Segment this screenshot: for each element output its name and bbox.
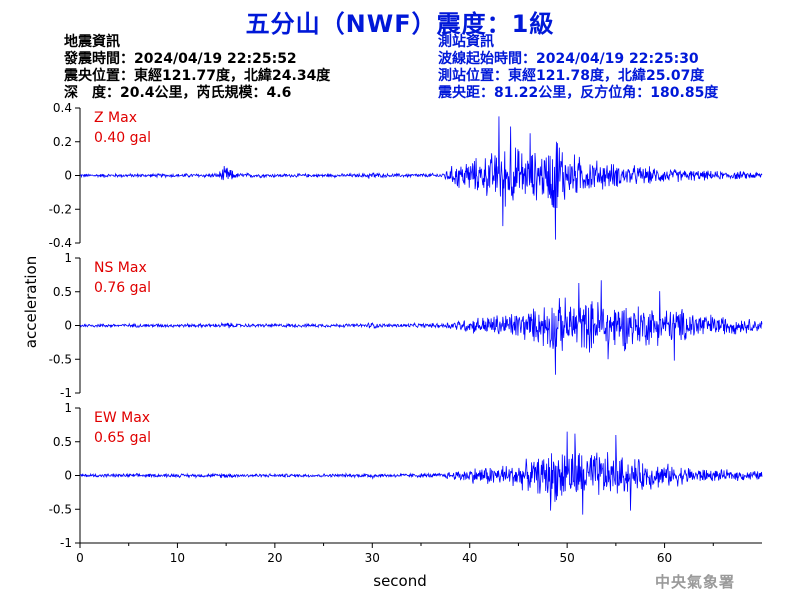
max-value-ew: 0.65 gal [94,430,151,446]
y-tick-label-ew: 0.5 [53,435,72,449]
station-info-heading: 測站資訊 [438,34,494,50]
y-tick-label-z: -0.2 [49,202,72,216]
waveform-z [79,116,763,240]
max-label-ns: NS Max [94,260,147,276]
waveform-ns [79,280,763,375]
y-tick-label-ew: 0 [64,469,72,483]
max-value-z: 0.40 gal [94,130,151,146]
x-tick-label: 20 [267,551,282,565]
y-tick-label-ns: 1 [64,251,72,265]
y-tick-label-z: -0.4 [49,236,72,250]
y-tick-label-z: 0.2 [53,135,72,149]
max-label-ew: EW Max [94,410,150,426]
x-tick-label: 30 [365,551,380,565]
station-location: 測站位置：東經121.78度，北緯25.07度 [438,68,705,84]
y-tick-label-ns: 0 [64,319,72,333]
depth-magnitude: 深 度：20.4公里，芮氏規模：4.6 [64,85,292,101]
y-tick-label-z: 0.4 [53,101,72,115]
y-axis-label: acceleration [22,256,40,348]
distance-azimuth: 震央距：81.22公里，反方位角：180.85度 [438,85,719,101]
chart-title: 五分山（NWF）震度：1級 [245,10,555,38]
y-tick-label-z: 0 [64,169,72,183]
x-axis-label: second [373,572,427,590]
max-label-z: Z Max [94,110,137,126]
epicenter-location: 震央位置：東經121.77度，北緯24.34度 [64,68,331,84]
y-tick-label-ns: 0.5 [53,285,72,299]
wave-start-time: 波線起始時間：2024/04/19 22:25:30 [438,51,699,67]
y-tick-label-ns: -0.5 [49,352,72,366]
x-tick-label: 50 [560,551,575,565]
y-tick-label-ew: 1 [64,401,72,415]
x-tick-label: 0 [76,551,84,565]
agency-watermark: 中央氣象署 [655,573,736,591]
waveform-ew [79,431,763,515]
y-tick-label-ew: -0.5 [49,502,72,516]
max-value-ns: 0.76 gal [94,280,151,296]
x-tick-label: 10 [170,551,185,565]
x-tick-label: 60 [657,551,672,565]
earthquake-info: 地震資訊 發震時間：2024/04/19 22:25:52 震央位置：東經121… [64,34,330,102]
origin-time: 發震時間：2024/04/19 22:25:52 [64,51,297,67]
x-tick-label: 40 [462,551,477,565]
y-tick-label-ew: -1 [60,536,72,550]
earthquake-info-heading: 地震資訊 [64,34,120,50]
y-tick-label-ns: -1 [60,386,72,400]
station-info: 測站資訊 波線起始時間：2024/04/19 22:25:30 測站位置：東經1… [438,34,718,102]
